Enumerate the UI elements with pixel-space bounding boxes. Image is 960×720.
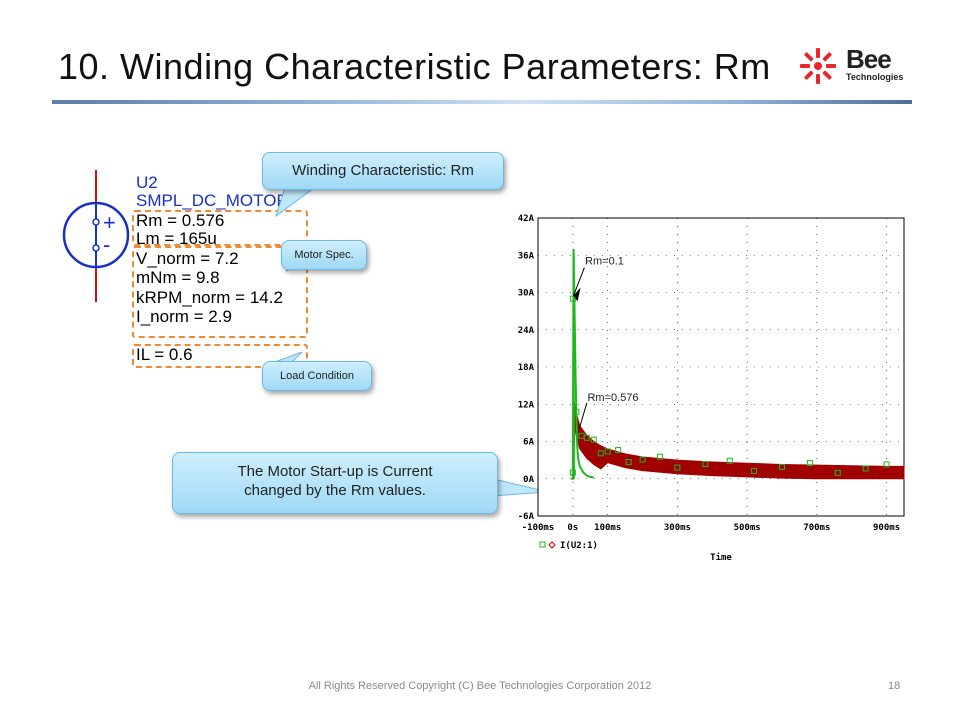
- page-number: 18: [888, 680, 901, 692]
- series-marker: [583, 434, 590, 441]
- param-i-norm: I_norm = 2.9: [136, 307, 232, 326]
- series-marker: [726, 457, 733, 464]
- param-mnm: mNm = 9.8: [136, 268, 220, 287]
- callout-startup-line-2: changed by the Rm values.: [244, 482, 426, 499]
- minus-sign: -: [103, 232, 111, 257]
- x-axis-label: Time: [710, 552, 732, 563]
- x-tick-label: 900ms: [873, 523, 900, 533]
- param-rm: Rm = 0.576: [136, 211, 225, 230]
- series-marker: [569, 295, 576, 302]
- x-tick-label: 100ms: [594, 523, 621, 533]
- callout-motor-spec: Motor Spec.: [281, 240, 367, 270]
- component-model: SMPL_DC_MOTOR: [136, 191, 289, 210]
- y-tick-label: 0A: [523, 475, 534, 485]
- series-marker: [883, 461, 890, 468]
- y-tick-label: 6A: [523, 438, 534, 448]
- series-marker: [604, 448, 611, 455]
- y-tick-label: 12A: [518, 400, 535, 410]
- title-divider: [52, 100, 912, 104]
- bee-technologies-logo: [800, 48, 836, 84]
- component-ref: U2: [136, 173, 158, 192]
- copyright-footer: All Rights Reserved Copyright (C) Bee Te…: [308, 680, 652, 692]
- param-v-norm: V_norm = 7.2: [136, 249, 239, 268]
- legend-label: I(U2:1): [560, 541, 598, 551]
- series-marker: [639, 456, 646, 463]
- x-tick-label: -100ms: [522, 523, 555, 533]
- legend-marker-diamond: [548, 541, 556, 549]
- series-marker: [625, 458, 632, 465]
- series-marker: [834, 469, 841, 476]
- page-title: 10. Winding Characteristic Parameters: R…: [58, 46, 771, 87]
- x-tick-label: 700ms: [803, 523, 830, 533]
- callout-startup-current: The Motor Start-up is Current changed by…: [172, 452, 498, 514]
- legend-marker-square: [539, 541, 546, 548]
- series-marker: [674, 464, 681, 471]
- series-marker: [751, 467, 758, 474]
- series-marker: [569, 469, 576, 476]
- startup-current-chart: 42A 36A 30A 24A 18A 12A 6A 0A -6A-100ms 0s 100ms 30…: [518, 214, 905, 563]
- plus-sign: +: [103, 210, 116, 235]
- logo-word: Bee: [846, 44, 892, 74]
- series-marker: [779, 463, 785, 470]
- rm-highlight-box: [132, 210, 308, 246]
- annotation-rm-0576: Rm=0.576: [587, 392, 638, 404]
- x-tick-label: 500ms: [734, 523, 761, 533]
- load-highlight-box: [132, 344, 308, 368]
- series-marker: [590, 436, 597, 443]
- series-marker: [806, 460, 813, 467]
- logo-subtitle: Technologies: [846, 72, 904, 82]
- param-il: IL = 0.6: [136, 345, 193, 364]
- param-krpm-norm: kRPM_norm = 14.2: [136, 288, 283, 307]
- y-tick-label: 18A: [518, 363, 535, 373]
- series-marker: [615, 447, 622, 454]
- y-tick-label: 42A: [518, 214, 535, 224]
- series-marker: [597, 450, 604, 457]
- annotation-arrow-rm-0576: [578, 402, 588, 430]
- y-tick-label: 24A: [518, 326, 535, 336]
- y-tick-label: 36A: [518, 251, 535, 261]
- y-tick-label: -6A: [518, 512, 535, 522]
- motor-spec-highlight-box: [132, 246, 308, 338]
- series-marker: [862, 465, 869, 472]
- y-tick-label: 30A: [518, 289, 535, 299]
- motor-source-symbol: [62, 170, 130, 302]
- x-tick-label: 300ms: [664, 523, 691, 533]
- x-tick-label: 0s: [567, 523, 578, 533]
- param-lm: Lm = 165u: [136, 229, 217, 248]
- annotation-rm-01: Rm=0.1: [585, 256, 624, 268]
- callout-startup-line-1: The Motor Start-up is Current: [237, 463, 433, 480]
- annotation-arrowhead-rm-01: [573, 287, 581, 302]
- annotation-arrow-rm-01: [573, 267, 585, 296]
- series-marker: [702, 461, 709, 468]
- callout-winding-characteristic: Winding Characteristic: Rm: [262, 152, 504, 190]
- series-marker: [657, 453, 663, 460]
- callout-load-condition: Load Condition: [262, 361, 372, 391]
